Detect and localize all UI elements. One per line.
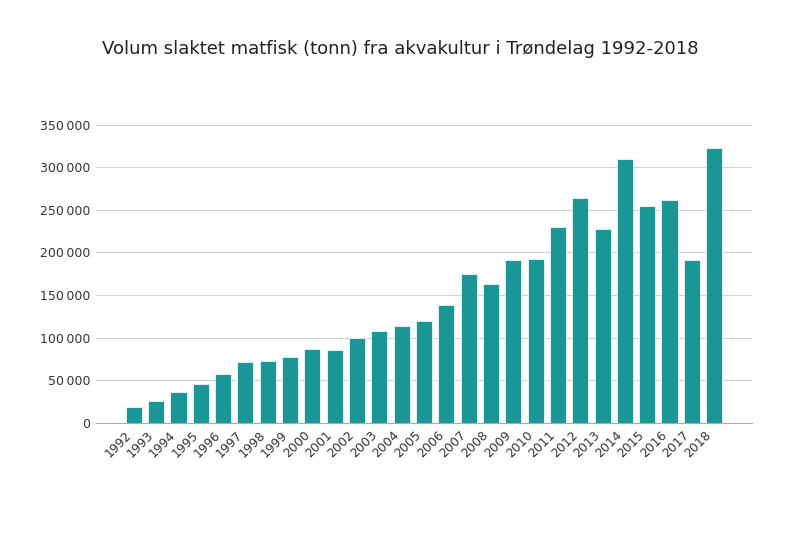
Bar: [282, 357, 298, 423]
Bar: [706, 147, 722, 423]
Bar: [572, 198, 588, 423]
Bar: [684, 260, 700, 423]
Bar: [326, 350, 342, 423]
Bar: [438, 305, 454, 423]
Bar: [483, 284, 499, 423]
Bar: [260, 360, 276, 423]
Bar: [170, 392, 186, 423]
Bar: [148, 401, 164, 423]
Bar: [594, 229, 610, 423]
Bar: [639, 205, 655, 423]
Bar: [215, 374, 231, 423]
Bar: [371, 331, 387, 423]
Bar: [617, 159, 633, 423]
Bar: [193, 384, 209, 423]
Bar: [304, 349, 321, 423]
Text: Volum slaktet matfisk (tonn) fra akvakultur i Trøndelag 1992-2018: Volum slaktet matfisk (tonn) fra akvakul…: [102, 40, 698, 58]
Bar: [416, 321, 432, 423]
Bar: [461, 274, 477, 423]
Bar: [394, 326, 410, 423]
Bar: [126, 408, 142, 423]
Bar: [238, 362, 254, 423]
Bar: [662, 199, 678, 423]
Bar: [527, 259, 544, 423]
Bar: [550, 227, 566, 423]
Bar: [349, 338, 365, 423]
Bar: [506, 260, 522, 423]
